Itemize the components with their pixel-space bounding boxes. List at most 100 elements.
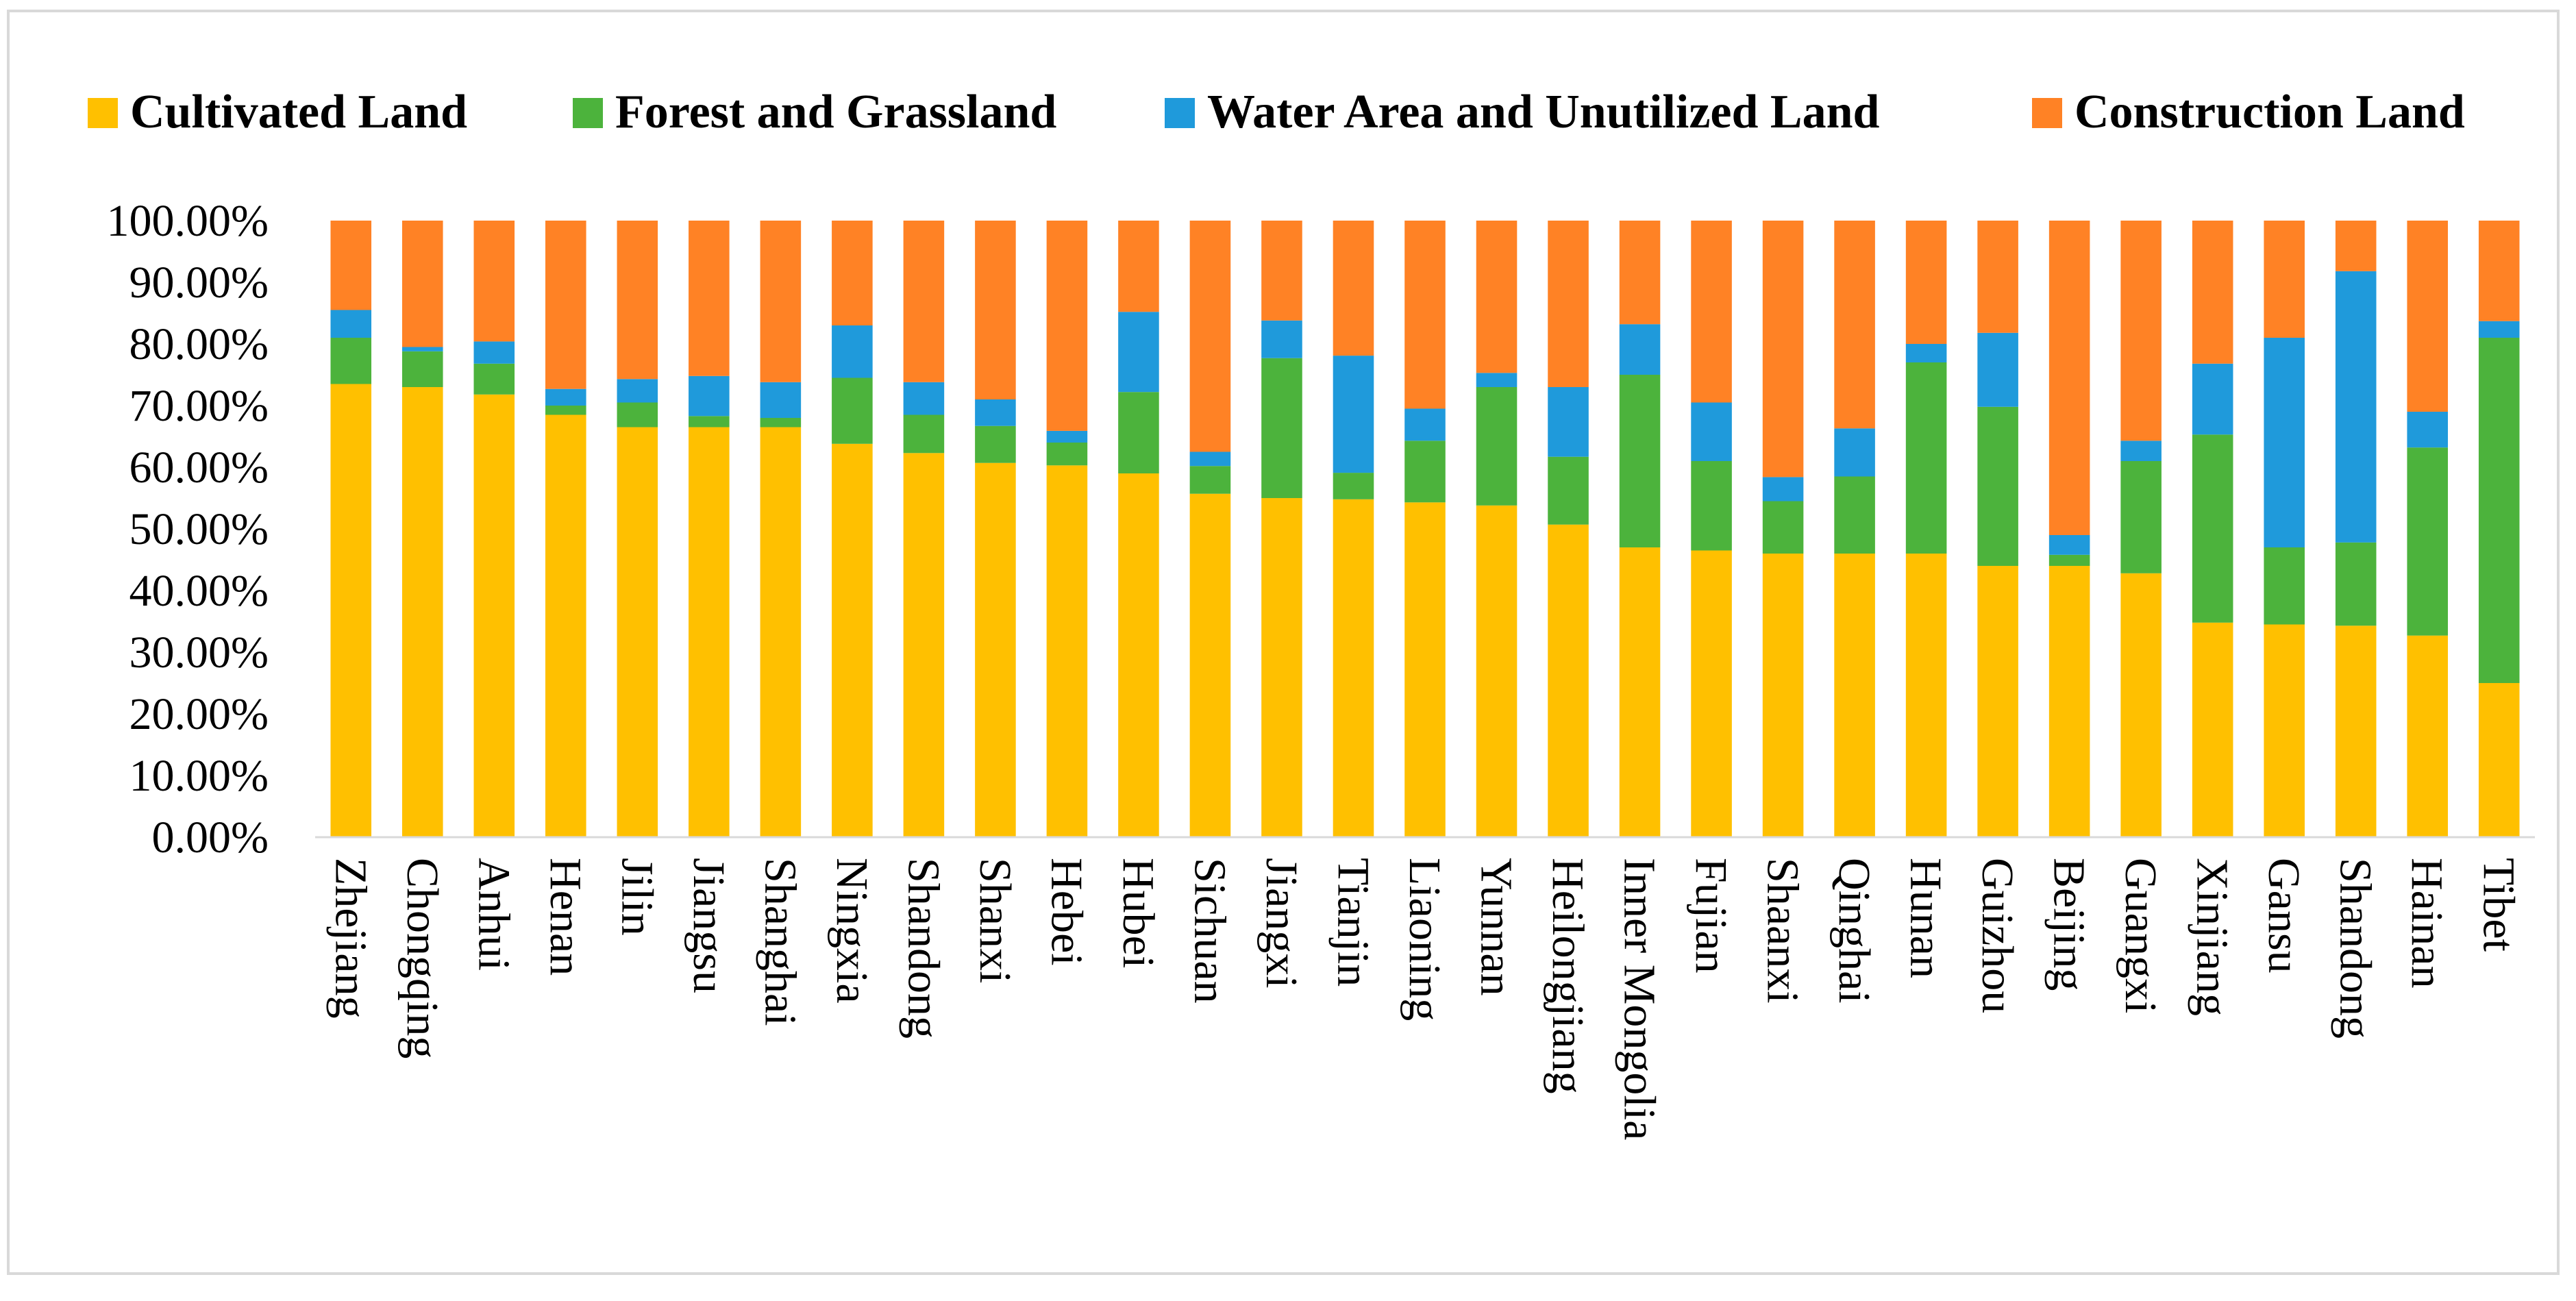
bar-segment-water-area-and-unutilized-land [545, 388, 586, 406]
bar-segment-cultivated-land [1189, 493, 1231, 837]
bar-segment-cultivated-land [2120, 573, 2162, 837]
y-tick-label: 50.00% [129, 504, 269, 554]
bar-segment-construction-land [832, 221, 873, 325]
bar-segment-construction-land [401, 221, 443, 347]
bar-segment-construction-land [330, 221, 372, 310]
bar-segment-forest-and-grassland [1762, 501, 1804, 554]
x-tick-label: Shaanxi [1758, 858, 1808, 1004]
bar-segment-water-area-and-unutilized-land [2120, 441, 2162, 461]
bar-segment-construction-land [1762, 221, 1804, 478]
x-tick-label: Hebei [1041, 858, 1091, 966]
bar-segment-water-area-and-unutilized-land [2335, 271, 2377, 543]
bar-segment-water-area-and-unutilized-land [1046, 430, 1088, 443]
bar-segment-water-area-and-unutilized-land [1691, 402, 1732, 461]
x-tick-label: Gansu [2259, 858, 2309, 974]
x-tick-label: Yunnan [1472, 858, 1522, 996]
bar-segment-forest-and-grassland [832, 377, 873, 444]
bar-segment-cultivated-land [1404, 502, 1446, 837]
bar-segment-forest-and-grassland [2120, 461, 2162, 573]
bar-segment-construction-land [1476, 221, 1518, 373]
legend-label-cultivated-land: Cultivated Land [130, 86, 467, 138]
bar-segment-cultivated-land [832, 443, 873, 837]
bar-segment-construction-land [1333, 221, 1374, 356]
bar-segment-forest-and-grassland [1333, 473, 1374, 499]
bar-segment-water-area-and-unutilized-land [2478, 321, 2520, 338]
bar-segment-forest-and-grassland [2407, 447, 2449, 636]
bar-segment-forest-and-grassland [1046, 443, 1088, 466]
legend-swatch-cultivated-land [88, 98, 118, 128]
bar-segment-water-area-and-unutilized-land [975, 399, 1016, 426]
bar-segment-cultivated-land [1619, 547, 1661, 837]
bar-segment-cultivated-land [473, 394, 515, 837]
bar-segment-water-area-and-unutilized-land [1905, 344, 1947, 362]
bar-segment-cultivated-land [903, 453, 945, 837]
y-tick-label: 100.00% [107, 196, 269, 246]
bar-segment-construction-land [1046, 221, 1088, 431]
bar-segment-construction-land [1118, 221, 1159, 312]
bar-segment-water-area-and-unutilized-land [1333, 356, 1374, 473]
bar-segment-forest-and-grassland [760, 418, 802, 428]
x-tick-label: Tianjin [1328, 858, 1378, 987]
bar-segment-cultivated-land [2335, 625, 2377, 837]
bar-segment-cultivated-land [2048, 566, 2090, 837]
x-tick-label: Liaoning [1400, 858, 1450, 1021]
bar-segment-water-area-and-unutilized-land [473, 341, 515, 364]
bar-segment-water-area-and-unutilized-land [330, 310, 372, 338]
bar-segment-construction-land [689, 221, 730, 376]
bar-segment-water-area-and-unutilized-land [2048, 535, 2090, 555]
x-axis: Zhejiang Chongqing Anhui Henan Jilin Jiangsu S… [315, 836, 2535, 1140]
bar-segment-water-area-and-unutilized-land [1189, 451, 1231, 467]
bar-segment-forest-and-grassland [1691, 461, 1732, 551]
bar-segment-construction-land [2407, 221, 2449, 412]
bar-segment-cultivated-land [2192, 622, 2233, 837]
bar-segment-cultivated-land [330, 384, 372, 837]
x-tick-label: Beijing [2044, 858, 2094, 991]
bar-segment-construction-land [1261, 221, 1302, 321]
y-tick-label: 70.00% [129, 381, 269, 431]
legend-swatch-water-area-and-unutilized-land [1165, 98, 1195, 128]
bar-segment-forest-and-grassland [2192, 434, 2233, 623]
x-tick-label: Henan [541, 858, 591, 976]
bar-segment-construction-land [1404, 221, 1446, 409]
bar-segment-cultivated-land [689, 427, 730, 837]
bar-segment-forest-and-grassland [1476, 387, 1518, 506]
bar-segment-water-area-and-unutilized-land [1977, 332, 2018, 407]
bar-segment-construction-land [975, 221, 1016, 399]
x-tick-label: Inner Mongolia [1615, 858, 1665, 1140]
y-tick-label: 60.00% [129, 443, 269, 493]
bars [330, 221, 2520, 837]
y-tick-label: 0.00% [152, 813, 269, 863]
bar-segment-cultivated-land [1476, 505, 1518, 837]
bar-segment-water-area-and-unutilized-land [903, 382, 945, 415]
bar-segment-water-area-and-unutilized-land [1261, 320, 1302, 358]
y-tick-label: 10.00% [129, 751, 269, 801]
x-tick-label: Jiangxi [1256, 858, 1306, 989]
x-tick-label: Tibet [2474, 858, 2524, 952]
x-tick-label: Guizhou [1972, 858, 2022, 1013]
bar-segment-forest-and-grassland [473, 363, 515, 395]
bar-segment-construction-land [617, 221, 658, 380]
bar-segment-construction-land [1834, 221, 1875, 429]
bar-segment-forest-and-grassland [1905, 362, 1947, 554]
bar-segment-water-area-and-unutilized-land [1619, 324, 1661, 375]
x-tick-label: Jilin [612, 858, 662, 936]
bar-segment-construction-land [1691, 221, 1732, 403]
bar-segment-forest-and-grassland [1548, 456, 1589, 525]
bar-segment-water-area-and-unutilized-land [1476, 373, 1518, 387]
bar-segment-water-area-and-unutilized-land [689, 375, 730, 417]
bar-segment-cultivated-land [1905, 554, 1947, 837]
y-tick-label: 80.00% [129, 319, 269, 369]
bar-segment-construction-land [1905, 221, 1947, 344]
bar-segment-construction-land [1977, 221, 2018, 333]
bar-segment-forest-and-grassland [617, 402, 658, 428]
y-tick-label: 40.00% [129, 566, 269, 616]
bar-segment-construction-land [1548, 221, 1589, 387]
bar-segment-forest-and-grassland [689, 416, 730, 428]
bar-segment-forest-and-grassland [401, 351, 443, 387]
legend-swatch-forest-and-grassland [573, 98, 603, 128]
bar-segment-construction-land [473, 221, 515, 342]
bar-segment-forest-and-grassland [2478, 338, 2520, 683]
y-tick-label: 20.00% [129, 689, 269, 739]
bar-segment-construction-land [2478, 221, 2520, 321]
